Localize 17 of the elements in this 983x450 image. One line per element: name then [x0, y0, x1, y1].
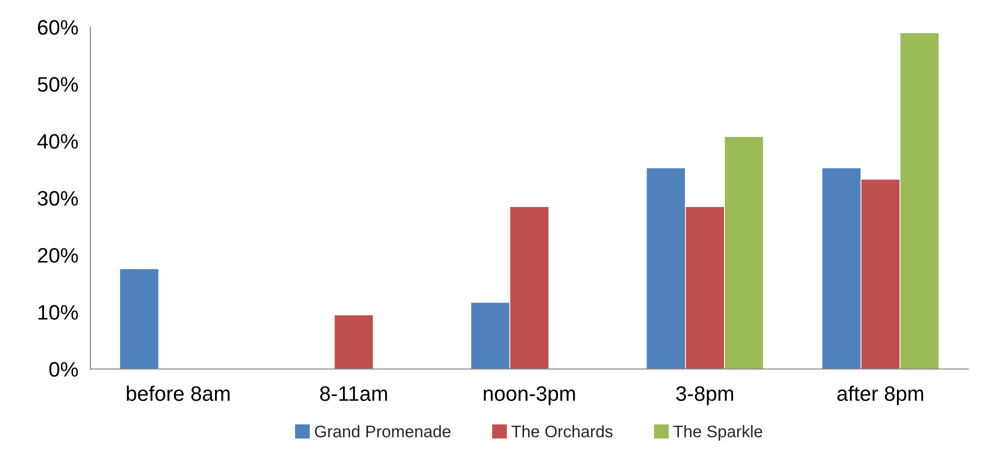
- y-tick-label: 40%: [37, 134, 78, 149]
- y-tick-label: 60%: [38, 20, 78, 35]
- x-tick-label: before 8am: [126, 386, 230, 401]
- x-tick-label: 3-8pm: [676, 386, 734, 406]
- legend-label: Grand Promenade: [314, 425, 450, 438]
- y-tick-label: 0%: [49, 362, 78, 377]
- x-tick-label: 8-11am: [320, 386, 387, 401]
- y-tick-label: 20%: [38, 248, 78, 263]
- y-tick-label: 30%: [38, 191, 78, 206]
- y-tick-label: 50%: [38, 77, 78, 92]
- y-tick-label: 10%: [38, 305, 78, 320]
- bar: [119, 268, 160, 369]
- x-tick-label: noon-3pm: [484, 386, 575, 406]
- legend-label: The Orchards: [512, 425, 612, 438]
- bar: [334, 314, 374, 369]
- x-tick-label: after 8pm: [837, 386, 924, 406]
- legend-label: The Sparkle: [673, 425, 762, 441]
